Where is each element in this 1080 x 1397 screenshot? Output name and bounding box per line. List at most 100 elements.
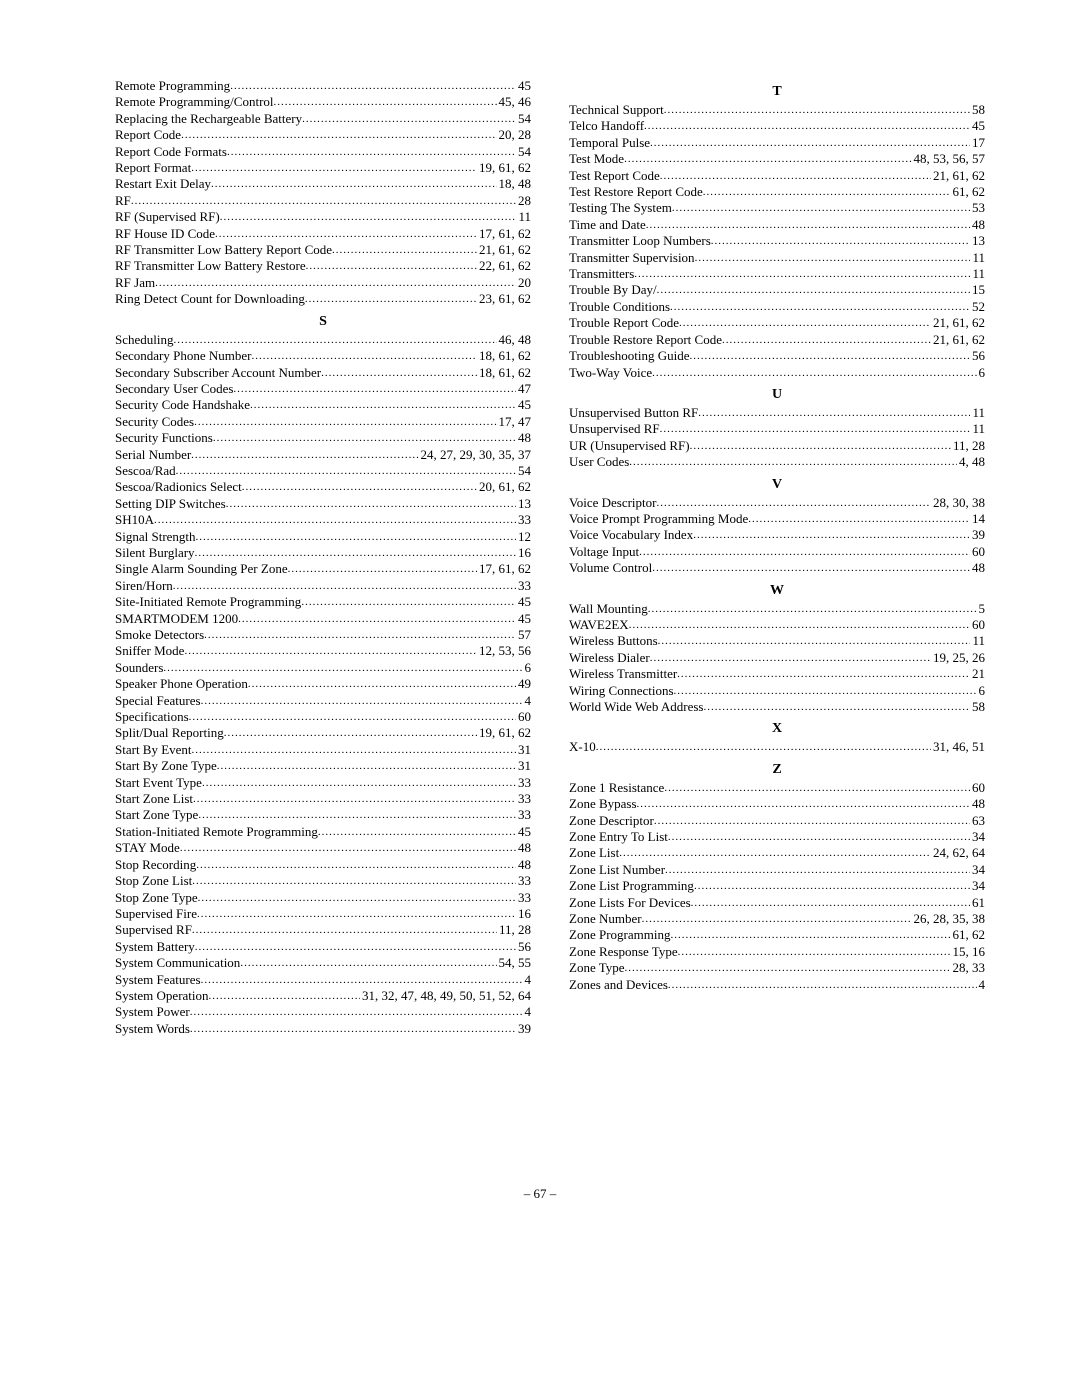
index-term: Ring Detect Count for Downloading	[115, 291, 305, 307]
index-term: Security Codes	[115, 414, 194, 430]
index-entry: Transmitter Supervision 11	[569, 250, 985, 266]
index-pages: 47	[516, 381, 531, 397]
index-pages: 54	[516, 144, 531, 160]
index-pages: 56	[516, 939, 531, 955]
index-term: Sounders	[115, 660, 163, 676]
index-entry: Split/Dual Reporting 19, 61, 62	[115, 725, 531, 741]
index-pages: 34	[970, 878, 985, 894]
dot-leader	[224, 727, 477, 740]
index-term: Supervised RF	[115, 922, 192, 938]
index-entry: Stop Zone Type 33	[115, 890, 531, 906]
index-term: Technical Support	[569, 102, 664, 118]
index-pages: 48	[970, 796, 985, 812]
dot-leader	[220, 211, 517, 224]
page-number: – 67 –	[0, 1186, 1080, 1202]
index-term: Zone Bypass	[569, 796, 637, 812]
index-pages: 11	[970, 266, 985, 282]
index-entry: Zone Descriptor 63	[569, 813, 985, 829]
index-entry: Technical Support 58	[569, 102, 985, 118]
index-entry: Trouble By Day/ 15	[569, 282, 985, 298]
index-pages: 11	[516, 209, 531, 225]
index-term: Wireless Dialer	[569, 650, 650, 666]
left-column: Remote Programming 45Remote Programming/…	[115, 78, 531, 1037]
dot-leader	[629, 619, 970, 632]
index-term: Zone Response Type	[569, 944, 678, 960]
dot-leader	[193, 793, 516, 806]
index-term: Zone 1 Resistance	[569, 780, 664, 796]
index-term: Start Zone Type	[115, 807, 198, 823]
dot-leader	[154, 514, 516, 527]
index-entry: Scheduling 46, 48	[115, 332, 531, 348]
index-pages: 5	[977, 601, 986, 617]
index-term: Sniffer Mode	[115, 643, 184, 659]
dot-leader	[226, 498, 516, 511]
index-entry: RF Transmitter Low Battery Restore 22, 6…	[115, 258, 531, 274]
dot-leader	[196, 531, 516, 544]
index-entry: Security Codes 17, 47	[115, 414, 531, 430]
index-term: Wall Mounting	[569, 601, 648, 617]
dot-leader	[192, 875, 516, 888]
index-entry: Unsupervised Button RF 11	[569, 405, 985, 421]
index-term: Remote Programming/Control	[115, 94, 274, 110]
index-pages: 21, 61, 62	[931, 332, 985, 348]
dot-leader	[301, 596, 516, 609]
dot-leader	[703, 186, 951, 199]
index-term: System Words	[115, 1021, 190, 1037]
index-entry: Site-Initiated Remote Programming 45	[115, 594, 531, 610]
index-pages: 53	[970, 200, 985, 216]
index-term: X-10	[569, 739, 596, 755]
index-pages: 12	[516, 529, 531, 545]
index-pages: 4	[977, 977, 986, 993]
index-pages: 4	[523, 972, 532, 988]
dot-leader	[174, 334, 497, 347]
index-entry: Station-Initiated Remote Programming 45	[115, 824, 531, 840]
index-term: Zone List Programming	[569, 878, 694, 894]
index-term: UR (Unsupervised RF)	[569, 438, 690, 454]
index-term: Report Code Formats	[115, 144, 227, 160]
dot-leader	[192, 744, 516, 757]
index-pages: 28, 33	[951, 960, 986, 976]
index-term: Testing The System	[569, 200, 672, 216]
index-entry: Start Event Type 33	[115, 775, 531, 791]
index-term: Wireless Transmitter	[569, 666, 677, 682]
index-entry: SMARTMODEM 1200 45	[115, 611, 531, 627]
index-entry: Signal Strength 12	[115, 529, 531, 545]
index-pages: 18, 61, 62	[477, 365, 531, 381]
index-entry: Troubleshooting Guide 56	[569, 348, 985, 364]
index-pages: 6	[523, 660, 532, 676]
index-term: Supervised Fire	[115, 906, 197, 922]
index-term: Voice Prompt Programming Mode	[569, 511, 748, 527]
index-entry: RF Jam 20	[115, 275, 531, 291]
dot-leader	[625, 962, 951, 975]
index-entry: Zone List Number 34	[569, 862, 985, 878]
index-entry: World Wide Web Address 58	[569, 699, 985, 715]
dot-leader	[596, 741, 931, 754]
index-entry: Speaker Phone Operation 49	[115, 676, 531, 692]
index-entry: Report Format 19, 61, 62	[115, 160, 531, 176]
index-term: Telco Handoff	[569, 118, 644, 134]
dot-leader	[227, 146, 516, 159]
index-pages: 13	[970, 233, 985, 249]
index-term: RF Transmitter Low Battery Restore	[115, 258, 306, 274]
dot-leader	[131, 195, 516, 208]
index-term: Secondary Subscriber Account Number	[115, 365, 321, 381]
index-pages: 33	[516, 807, 531, 823]
dot-leader	[670, 301, 970, 314]
index-entry: Voltage Input 60	[569, 544, 985, 560]
index-entry: Security Functions 48	[115, 430, 531, 446]
index-term: Restart Exit Delay	[115, 176, 211, 192]
index-term: Troubleshooting Guide	[569, 348, 690, 364]
index-term: Start By Zone Type	[115, 758, 217, 774]
index-pages: 33	[516, 890, 531, 906]
index-entry: Setting DIP Switches 13	[115, 496, 531, 512]
index-pages: 4, 48	[957, 454, 985, 470]
dot-leader	[198, 809, 516, 822]
dot-leader	[693, 529, 970, 542]
index-pages: 48	[516, 857, 531, 873]
index-pages: 61, 62	[951, 927, 986, 943]
index-pages: 15	[970, 282, 985, 298]
index-entry: Replacing the Rechargeable Battery 54	[115, 111, 531, 127]
index-term: Setting DIP Switches	[115, 496, 226, 512]
index-entry: Transmitters 11	[569, 266, 985, 282]
index-pages: 60	[970, 780, 985, 796]
